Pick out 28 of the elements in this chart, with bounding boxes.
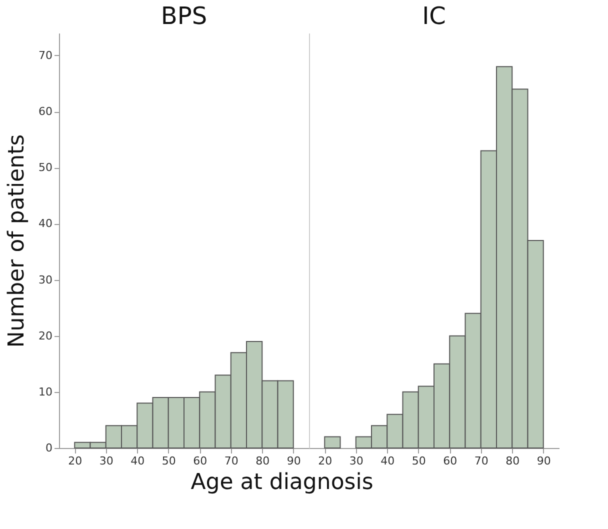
y-tick-label: 10 xyxy=(38,385,52,398)
x-tick-label: 70 xyxy=(224,454,238,468)
y-tick-label: 50 xyxy=(38,161,52,174)
x-tick-label: 40 xyxy=(380,454,395,468)
y-axis-title: Number of patients xyxy=(4,134,30,348)
x-tick-label: 50 xyxy=(162,454,176,468)
y-tick-label: 70 xyxy=(38,48,52,62)
x-axis-title: Age at diagnosis xyxy=(190,470,374,495)
x-tick-label: 60 xyxy=(443,454,458,468)
x-tick-label: 20 xyxy=(68,454,82,468)
y-tick-label: 20 xyxy=(38,329,52,342)
x-tick-label: 30 xyxy=(99,454,114,468)
y-tick-label: 40 xyxy=(38,217,52,230)
chart-title: IC xyxy=(422,2,446,30)
x-tick-label: 30 xyxy=(349,454,364,468)
x-tick-label: 40 xyxy=(130,454,145,468)
y-tick-label: 60 xyxy=(38,105,52,118)
y-tick-label: 0 xyxy=(46,442,52,454)
x-tick-label: 60 xyxy=(193,454,208,468)
x-tick-label: 20 xyxy=(318,454,332,468)
x-tick-label: 90 xyxy=(536,454,551,468)
chart-title: BPS xyxy=(160,2,208,30)
x-tick-label: 50 xyxy=(412,454,426,468)
x-tick-label: 80 xyxy=(506,454,520,468)
y-tick-label: 30 xyxy=(38,273,52,286)
x-tick-label: 70 xyxy=(474,454,488,468)
x-tick-label: 90 xyxy=(286,454,301,468)
x-tick-label: 80 xyxy=(256,454,270,468)
